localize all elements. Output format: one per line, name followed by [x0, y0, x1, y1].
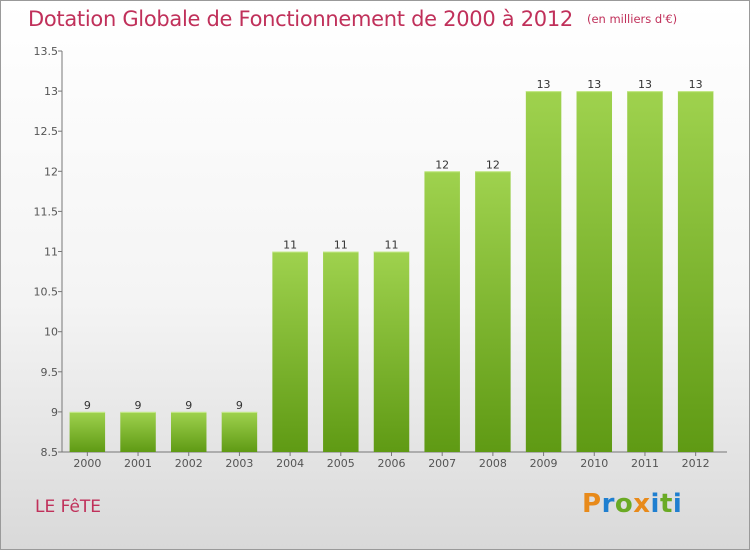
- bar: [373, 251, 410, 452]
- y-tick-label: 12.5: [34, 125, 59, 138]
- x-tick-label: 2004: [276, 457, 304, 470]
- x-tick-label: 2010: [580, 457, 608, 470]
- x-tick-label: 2007: [428, 457, 456, 470]
- data-label: 12: [435, 158, 449, 171]
- x-tick-label: 2003: [225, 457, 253, 470]
- x-tick-label: 2012: [682, 457, 710, 470]
- bar: [525, 91, 562, 452]
- y-tick-label: 11.5: [34, 205, 59, 218]
- x-tick-label: 2009: [530, 457, 558, 470]
- x-tick-label: 2011: [631, 457, 659, 470]
- y-tick-label: 13: [44, 85, 58, 98]
- x-tick-label: 2002: [175, 457, 203, 470]
- y-tick-label: 10.5: [34, 286, 59, 299]
- bar: [475, 171, 511, 453]
- data-label: 13: [537, 78, 551, 91]
- data-label: 11: [283, 239, 297, 252]
- y-tick-label: 10: [44, 326, 58, 339]
- x-tick-label: 2008: [479, 457, 507, 470]
- bar: [69, 411, 106, 452]
- y-tick-label: 9.5: [41, 366, 59, 379]
- title-text: Dotation Globale de Fonctionnement de 20…: [28, 7, 573, 31]
- proxiti-logo[interactable]: Proxiti: [582, 489, 683, 519]
- bar: [576, 91, 613, 452]
- bar: [170, 411, 207, 452]
- data-label: 11: [334, 239, 348, 252]
- bar: [272, 251, 308, 452]
- x-tick-label: 2000: [73, 457, 101, 470]
- data-label: 9: [236, 399, 243, 412]
- chart-subtitle: (en milliers d'€): [586, 12, 678, 26]
- y-tick-label: 8.5: [41, 446, 59, 459]
- data-label: 13: [689, 78, 703, 91]
- y-tick-label: 13.5: [34, 45, 59, 58]
- bar: [323, 251, 359, 452]
- y-tick-label: 9: [51, 406, 58, 419]
- data-label: 9: [84, 399, 91, 412]
- data-label: 9: [135, 399, 142, 412]
- data-label: 12: [486, 158, 500, 171]
- x-tick-label: 2001: [124, 457, 152, 470]
- x-tick-label: 2006: [378, 457, 406, 470]
- chart-title: Dotation Globale de Fonctionnement de 20…: [28, 7, 677, 31]
- data-label: 11: [385, 239, 399, 252]
- y-tick-label: 12: [44, 165, 58, 178]
- bar: [677, 91, 714, 452]
- x-tick-label: 2005: [327, 457, 355, 470]
- data-label: 9: [185, 399, 192, 412]
- bar: [221, 411, 258, 452]
- bar: [120, 411, 156, 452]
- y-tick-label: 11: [44, 246, 58, 259]
- bar: [627, 91, 663, 452]
- commune-name: LE FêTE: [35, 497, 102, 517]
- data-label: 13: [587, 78, 601, 91]
- bar: [424, 171, 460, 453]
- data-label: 13: [638, 78, 652, 91]
